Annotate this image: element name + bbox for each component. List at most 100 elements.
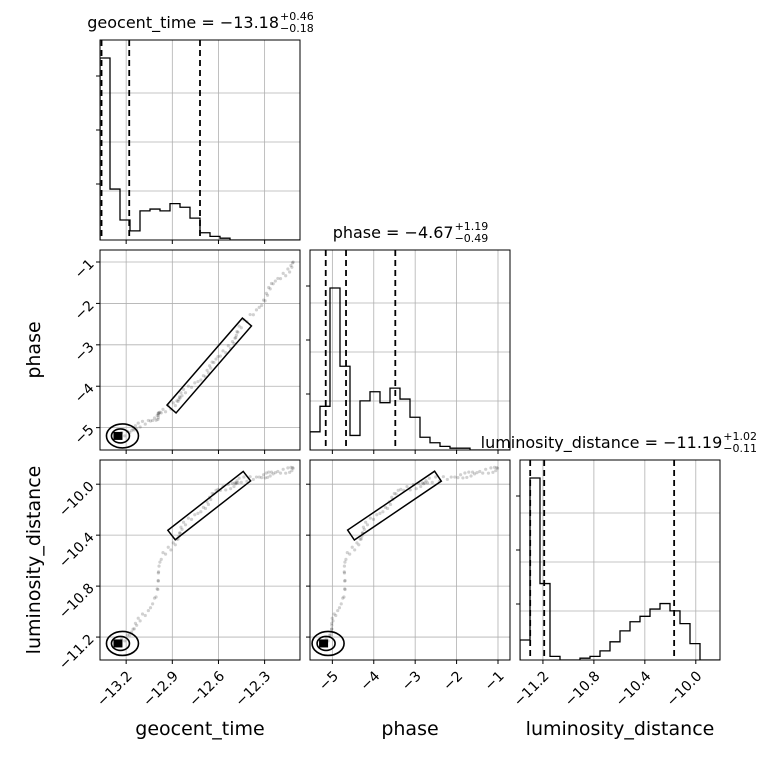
scatter-point xyxy=(245,479,249,483)
scatter-point xyxy=(425,481,430,485)
scatter-point xyxy=(233,481,237,485)
x-tick-label: −10.0 xyxy=(664,668,706,710)
scatter-point xyxy=(209,366,213,370)
density-peak xyxy=(113,639,123,648)
scatter-point xyxy=(136,616,140,620)
scatter-point xyxy=(330,627,334,631)
scatter-point xyxy=(286,267,290,271)
scatter-point xyxy=(180,394,184,398)
scatter-point xyxy=(237,476,241,480)
scatter-point xyxy=(265,475,270,480)
scatter-point xyxy=(486,471,491,475)
x-tick-label: −3 xyxy=(399,668,425,694)
scatter-point xyxy=(131,627,135,631)
panel-phase-phase xyxy=(306,249,511,454)
scatter-point xyxy=(173,403,177,408)
y-tick-label: −11.2 xyxy=(56,631,98,673)
scatter-point xyxy=(161,550,165,555)
scatter-point xyxy=(229,487,233,491)
scatter-point xyxy=(344,557,348,562)
panel-geocent_time-phase: −5 −4 −3 −2 −1 xyxy=(72,249,301,454)
scatter-point xyxy=(365,523,370,527)
scatter-point xyxy=(359,537,363,541)
panel-frame xyxy=(309,249,511,451)
x-tick-label: −5 xyxy=(316,668,342,694)
scatter-point xyxy=(212,360,216,365)
scatter-point xyxy=(350,545,354,549)
scatter-point xyxy=(180,527,184,531)
scatter-point xyxy=(257,475,261,479)
scatter-point xyxy=(235,479,239,483)
scatter-point xyxy=(248,475,252,479)
histogram-geocent_time xyxy=(100,57,300,240)
scatter-point xyxy=(385,506,390,511)
density-peak xyxy=(113,431,123,440)
scatter-point xyxy=(166,545,170,549)
scatter-point xyxy=(159,411,163,415)
scatter-point xyxy=(267,285,271,290)
scatter-point xyxy=(414,487,418,491)
histogram-luminosity_distance xyxy=(520,477,720,660)
scatter-point xyxy=(357,543,361,547)
scatter-point xyxy=(343,579,347,583)
scatter-point xyxy=(449,475,453,479)
y-tick-label: −1 xyxy=(72,256,98,282)
scatter-point xyxy=(276,276,280,281)
scatter-point xyxy=(133,621,138,625)
panel-content xyxy=(105,260,295,449)
scatter-point xyxy=(269,470,274,474)
scatter-point xyxy=(492,465,497,469)
scatter-point xyxy=(158,560,162,564)
scatter-point xyxy=(239,326,243,330)
scatter-point xyxy=(291,466,295,470)
scatter-point xyxy=(156,571,160,575)
scatter-point xyxy=(201,505,205,509)
contour-inner xyxy=(316,635,336,652)
scatter-point xyxy=(199,378,203,382)
scatter-point xyxy=(178,396,182,400)
scatter-point xyxy=(343,560,347,564)
y-axis-label-phase: phase xyxy=(23,321,45,378)
scatter-point xyxy=(140,612,145,616)
scatter-point xyxy=(268,474,272,478)
scatter-point xyxy=(273,471,277,475)
x-tick-label: −13.2 xyxy=(94,668,136,710)
scatter-point xyxy=(261,298,266,302)
scatter-point xyxy=(345,550,349,555)
scatter-point xyxy=(251,313,255,317)
scatter-point xyxy=(456,476,460,480)
scatter-point xyxy=(186,384,190,388)
scatter-point xyxy=(151,602,155,606)
scatter-point xyxy=(123,639,127,643)
panel-frame xyxy=(99,459,301,661)
scatter-point xyxy=(343,587,347,592)
scatter-point xyxy=(394,492,398,496)
scatter-point xyxy=(329,633,333,637)
scatter-point xyxy=(136,421,140,425)
histogram-phase xyxy=(310,287,510,450)
panel-content xyxy=(311,465,500,657)
scatter-point xyxy=(342,564,347,568)
x-tick-label: −2 xyxy=(440,668,466,694)
x-tick-label: −12.6 xyxy=(186,668,228,710)
scatter-point xyxy=(236,481,240,485)
scatter-point xyxy=(286,466,290,470)
scatter-point xyxy=(181,520,186,524)
scatter-point xyxy=(173,543,177,547)
scatter-point xyxy=(251,477,255,482)
scatter-point xyxy=(263,299,267,303)
scatter-point xyxy=(254,475,259,479)
panel-title-minus: −0.18 xyxy=(280,22,314,35)
scatter-point xyxy=(383,505,388,509)
x-tick-label: −12.3 xyxy=(233,668,275,710)
x-tick-label: −12.9 xyxy=(140,668,182,710)
scatter-point xyxy=(290,261,295,265)
scatter-point xyxy=(260,476,264,480)
scatter-points xyxy=(322,465,500,648)
grid-lines xyxy=(520,460,720,660)
y-tick-label: −10.0 xyxy=(56,479,98,521)
scatter-point xyxy=(461,476,465,480)
scatter-point xyxy=(163,552,168,556)
scatter-point xyxy=(143,613,147,618)
scatter-point xyxy=(290,265,294,269)
